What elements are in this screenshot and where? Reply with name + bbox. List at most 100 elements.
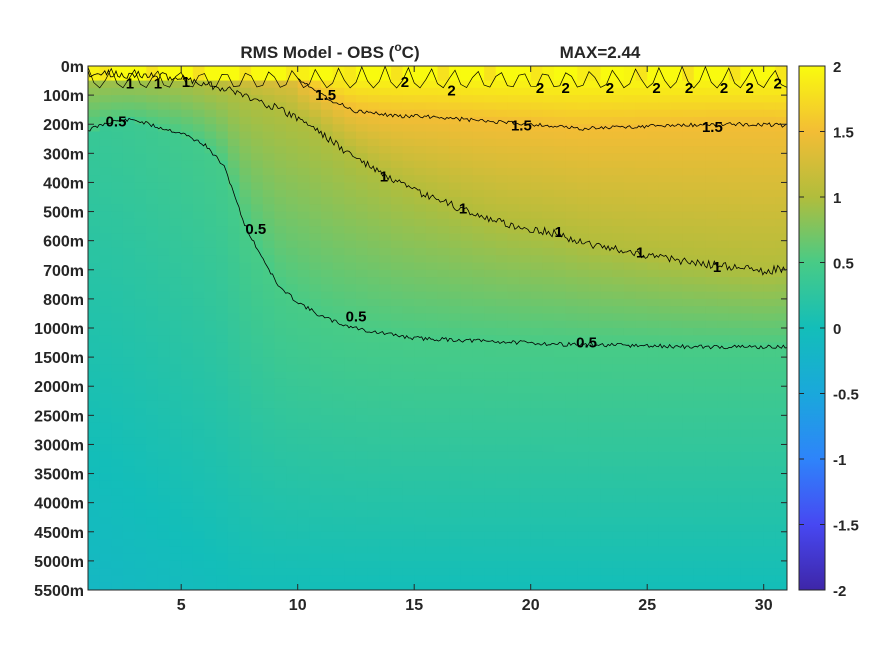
heatmap-cell: [775, 102, 787, 111]
heatmap-cell: [600, 87, 613, 96]
heatmap-cell: [181, 459, 194, 467]
heatmap-cell: [600, 349, 613, 358]
heatmap-cell: [658, 488, 672, 496]
heatmap-cell: [775, 255, 787, 264]
heatmap-cell: [763, 517, 776, 526]
heatmap-cell: [728, 488, 741, 496]
heatmap-cell: [530, 444, 543, 453]
heatmap-cell: [157, 357, 171, 365]
heatmap-cell: [309, 371, 322, 380]
heatmap-cell: [577, 95, 590, 103]
heatmap-cell: [623, 95, 637, 103]
heatmap-cell: [216, 546, 229, 555]
heatmap-cell: [693, 320, 707, 329]
heatmap-cell: [262, 197, 275, 205]
heatmap-cell: [728, 400, 741, 409]
heatmap-cell: [390, 335, 404, 344]
heatmap-cell: [157, 400, 171, 409]
heatmap-cell: [344, 116, 357, 125]
heatmap-cell: [484, 509, 497, 518]
heatmap-cell: [367, 313, 380, 322]
heatmap-cell: [519, 364, 532, 373]
heatmap-cell: [390, 582, 404, 590]
heatmap-cell: [344, 459, 357, 467]
heatmap-cell: [437, 335, 450, 344]
heatmap-cell: [763, 524, 776, 533]
heatmap-cell: [740, 233, 753, 242]
heatmap-cell: [577, 277, 590, 285]
heatmap-cell: [542, 422, 555, 431]
heatmap-cell: [484, 87, 497, 96]
heatmap-cell: [472, 386, 485, 395]
heatmap-cell: [355, 153, 369, 162]
heatmap-cell: [414, 80, 427, 89]
heatmap-cell: [297, 393, 310, 402]
x-tick-label: 25: [638, 597, 656, 614]
heatmap-cell: [542, 320, 555, 329]
heatmap-cell: [752, 560, 765, 569]
heatmap-cell: [286, 357, 299, 365]
heatmap-cell: [297, 429, 310, 438]
heatmap-cell: [122, 153, 136, 162]
heatmap-cell: [344, 575, 357, 584]
heatmap-cell: [286, 473, 299, 482]
heatmap-cell: [355, 189, 369, 198]
heatmap-cell: [623, 182, 637, 191]
heatmap-cell: [204, 466, 217, 475]
heatmap-cell: [449, 291, 462, 300]
heatmap-cell: [344, 255, 357, 264]
heatmap-cell: [752, 138, 765, 147]
heatmap-cell: [239, 175, 252, 184]
heatmap-cell: [321, 298, 334, 307]
heatmap-cell: [519, 459, 532, 467]
heatmap-cell: [309, 437, 322, 446]
heatmap-cell: [181, 313, 194, 322]
heatmap-cell: [239, 473, 252, 482]
heatmap-cell: [530, 560, 543, 569]
heatmap-cell: [588, 102, 602, 111]
heatmap-cell: [623, 306, 637, 315]
heatmap-cell: [204, 502, 217, 511]
heatmap-cell: [542, 138, 555, 147]
heatmap-cell: [693, 291, 707, 300]
heatmap-cell: [134, 131, 147, 140]
heatmap-cell: [763, 553, 776, 562]
heatmap-cell: [449, 226, 462, 234]
heatmap-cell: [216, 197, 229, 205]
heatmap-cell: [262, 524, 275, 533]
heatmap-cell: [635, 255, 648, 264]
heatmap-cell: [670, 277, 683, 285]
heatmap-cell: [472, 218, 485, 227]
heatmap-cell: [286, 364, 299, 373]
heatmap-cell: [565, 560, 578, 569]
heatmap-cell: [670, 328, 683, 336]
heatmap-cell: [425, 480, 439, 489]
heatmap-cell: [507, 284, 520, 293]
heatmap-cell: [705, 247, 718, 256]
heatmap-cell: [554, 422, 567, 431]
heatmap-cell: [623, 553, 637, 562]
heatmap-cell: [134, 386, 147, 395]
heatmap-cell: [775, 66, 787, 74]
heatmap-cell: [274, 204, 287, 213]
heatmap-cell: [297, 568, 310, 577]
heatmap-cell: [472, 437, 485, 446]
heatmap-cell: [181, 218, 194, 227]
heatmap-cell: [146, 386, 159, 395]
heatmap-cell: [717, 502, 730, 511]
heatmap-cell: [763, 480, 776, 489]
heatmap-cell: [192, 575, 206, 584]
heatmap-cell: [484, 451, 497, 460]
heatmap-cell: [367, 66, 380, 74]
heatmap-cell: [286, 335, 299, 344]
heatmap-cell: [99, 546, 112, 555]
heatmap-cell: [379, 582, 392, 590]
heatmap-cell: [542, 473, 555, 482]
heatmap-cell: [449, 218, 462, 227]
heatmap-cell: [239, 451, 252, 460]
heatmap-cell: [274, 291, 287, 300]
heatmap-cell: [216, 451, 229, 460]
heatmap-cell: [542, 488, 555, 496]
heatmap-cell: [262, 218, 275, 227]
heatmap-cell: [658, 204, 672, 213]
